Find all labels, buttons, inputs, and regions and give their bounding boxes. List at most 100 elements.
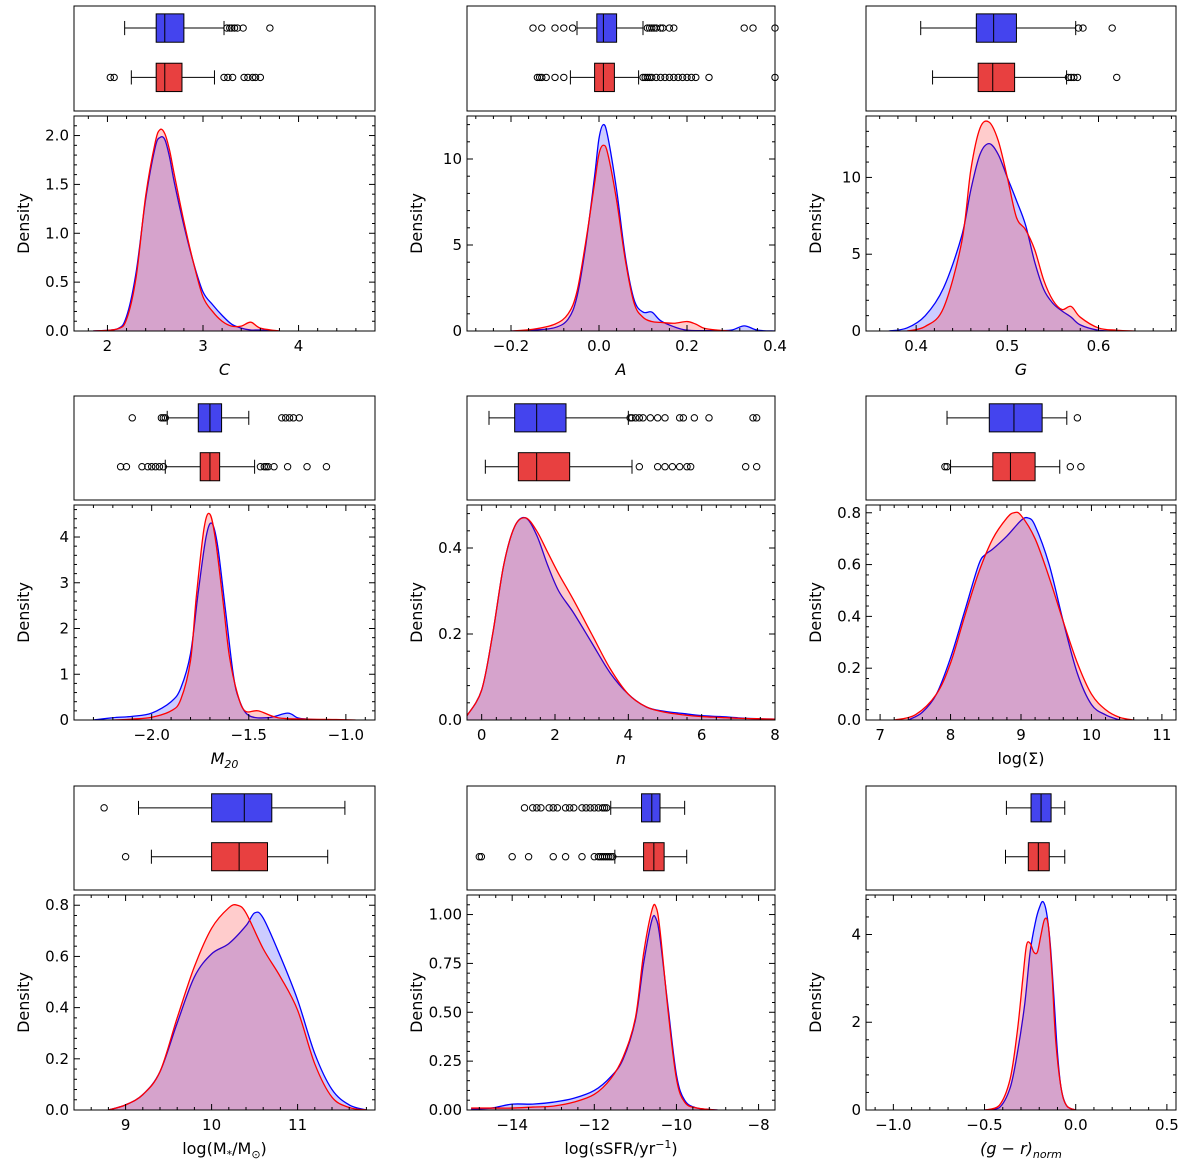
- boxplot-frame: [73, 785, 376, 891]
- x-axis-label: log(M*/M⊙): [182, 1139, 267, 1161]
- outlier-point: [741, 463, 750, 471]
- y-tick-label: 3: [59, 574, 69, 592]
- outlier-point: [289, 414, 298, 422]
- x-tick-label: 10: [1082, 726, 1101, 744]
- outlier-point: [1079, 24, 1087, 32]
- kde-line-red: [894, 511, 1134, 720]
- y-tick-label: 0.8: [45, 896, 69, 914]
- subplot-n: 0 2 4 6 8 0.0 0.2 0.4 Density n: [407, 395, 780, 768]
- outlier-point: [570, 804, 578, 812]
- outlier-point: [549, 804, 557, 812]
- outlier-point: [100, 804, 108, 812]
- boxplot-blue: [128, 403, 303, 433]
- y-tick-label: 0.2: [837, 659, 861, 677]
- y-tick-label: 1.0: [45, 224, 69, 242]
- outlier-point: [475, 853, 484, 861]
- outlier-point: [656, 73, 665, 82]
- y-tick-label: 0: [452, 322, 462, 340]
- outlier-point: [639, 414, 647, 422]
- y-tick-label: 0.0: [45, 322, 69, 340]
- subplot-M20: −2.0 −1.5 −1.0 0 1 2 3 4 Density M20: [14, 395, 376, 771]
- x-axis-label: (g − r)norm: [980, 1139, 1062, 1161]
- outlier-point: [116, 463, 125, 471]
- x-tick-label: −2.0: [133, 726, 169, 744]
- outlier-point: [661, 414, 669, 422]
- y-axis-label: Density: [806, 193, 825, 254]
- x-tick-label: −12: [578, 1116, 610, 1134]
- y-tick-label: 4: [59, 528, 69, 546]
- outlier-point: [1077, 463, 1085, 471]
- outlier-point: [683, 73, 691, 82]
- outlier-point: [106, 73, 115, 82]
- boxplot-red: [941, 452, 1085, 482]
- x-tick-label: 0: [477, 726, 487, 744]
- outlier-point: [668, 463, 677, 471]
- outlier-point: [537, 804, 545, 812]
- x-tick-label: 10: [202, 1116, 221, 1134]
- x-axis-label-part: /M: [232, 1139, 251, 1158]
- outlier-point: [740, 24, 748, 32]
- x-axis-label: G: [1015, 360, 1027, 379]
- x-axis-label-part: n: [616, 749, 626, 768]
- y-tick-label: 4: [851, 925, 861, 943]
- kde-fill-blue: [511, 124, 775, 331]
- x-axis-label-part: −1: [655, 1138, 671, 1151]
- kde-fill-red: [93, 129, 280, 331]
- outlier-point: [110, 73, 118, 82]
- boxplot-frame: [73, 5, 376, 112]
- outlier-point: [609, 853, 617, 861]
- x-tick-label: 8: [770, 726, 780, 744]
- outlier-point: [582, 804, 590, 812]
- boxplot-frame: [73, 395, 376, 501]
- outlier-point: [628, 414, 636, 422]
- kde-line-red: [906, 120, 1135, 331]
- outlier-point: [600, 804, 609, 812]
- y-tick-label: 0.4: [438, 539, 462, 557]
- outlier-point: [529, 804, 537, 812]
- y-tick-label: 0.6: [837, 556, 861, 574]
- boxplot-blue: [946, 403, 1082, 433]
- subplot-logMstar: 9 10 11 0.0 0.2 0.4 0.6 0.8 Density log(M*/M⊙): [14, 785, 376, 1161]
- y-tick-label: 5: [452, 236, 462, 254]
- outlier-point: [635, 463, 644, 471]
- iqr-box: [514, 403, 567, 433]
- outlier-point: [648, 24, 656, 32]
- x-tick-label: 0.2: [675, 337, 699, 355]
- outlier-point: [675, 463, 684, 471]
- x-axis-label-part: M: [211, 749, 225, 768]
- x-tick-label: −1.5: [231, 726, 267, 744]
- outlier-point: [128, 414, 136, 422]
- outlier-point: [683, 463, 691, 471]
- boxplot-blue: [124, 13, 274, 43]
- iqr-box: [211, 793, 273, 823]
- x-axis-label: log(sSFR/yr−1): [564, 1138, 677, 1158]
- outlier-point: [749, 414, 757, 422]
- kde-fill-blue: [984, 901, 1076, 1110]
- kde-line-red: [510, 144, 732, 331]
- outlier-point: [122, 463, 131, 471]
- kde-line-red: [108, 904, 367, 1110]
- y-tick-label: 0.0: [438, 711, 462, 729]
- outlier-point: [551, 24, 559, 32]
- outlier-point: [270, 463, 278, 471]
- x-axis-label-part: 20: [224, 758, 238, 771]
- kde-fill-blue: [93, 522, 327, 720]
- outlier-point: [560, 24, 568, 32]
- kde-fill-blue: [908, 517, 1120, 720]
- kde-line-red: [467, 517, 775, 720]
- outlier-point: [157, 414, 166, 422]
- subplot-gr: −1.0 −0.5 0.0 0.5 0 2 4 Density (g − r)norm: [806, 785, 1179, 1161]
- kde-fill-red: [471, 904, 718, 1110]
- y-tick-label: 5: [851, 245, 861, 263]
- outlier-point: [161, 414, 169, 422]
- y-axis-label: Density: [806, 972, 825, 1033]
- iqr-box: [988, 403, 1043, 433]
- y-tick-label: 0.25: [429, 1052, 462, 1070]
- y-tick-label: 2.0: [45, 127, 69, 145]
- outlier-point: [1073, 414, 1082, 422]
- x-tick-label: −1.0: [875, 1116, 911, 1134]
- outlier-point: [1108, 24, 1116, 32]
- iqr-box: [155, 62, 183, 93]
- y-tick-label: 0.00: [429, 1101, 462, 1119]
